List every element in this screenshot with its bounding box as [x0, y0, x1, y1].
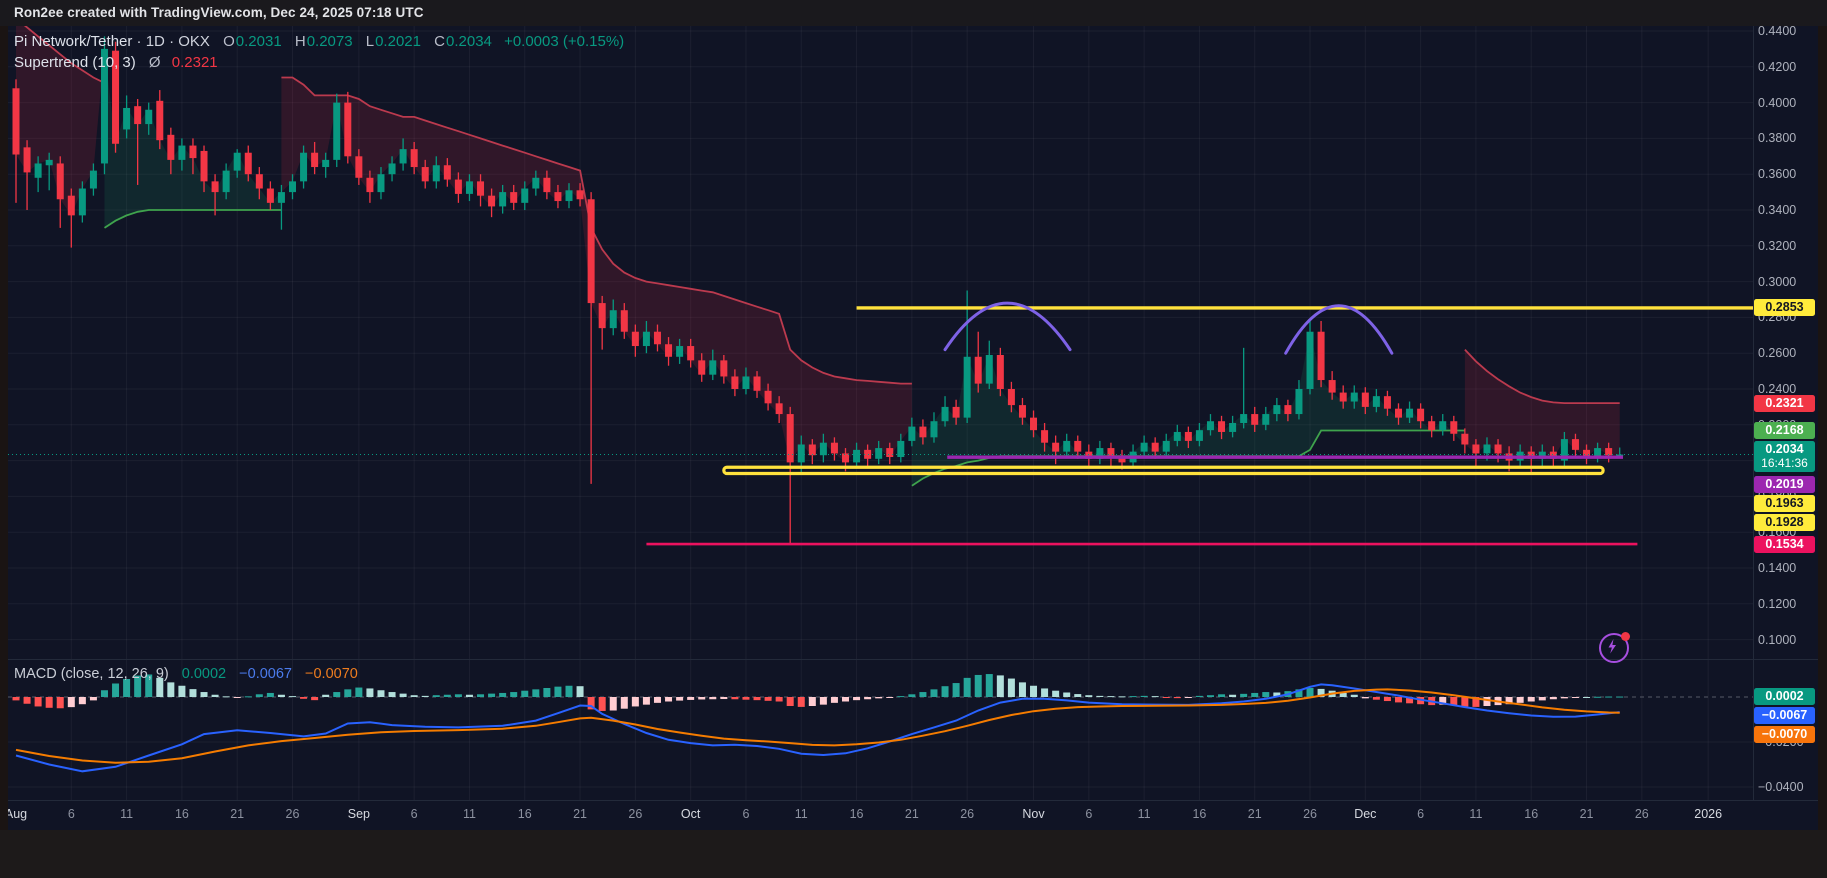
- macd-signal-line: [15, 688, 1620, 764]
- price-badge-00070: −0.0070: [1754, 726, 1815, 744]
- macd-histogram: [12, 674, 1624, 711]
- price-badge-01534: 0.1534: [1754, 535, 1815, 553]
- low-value: 0.2021: [375, 33, 421, 50]
- countdown-timer: 16:41:36: [1761, 456, 1808, 471]
- right-frame: [1818, 26, 1827, 830]
- snapshot-header-bar: Ron2ee created with TradingView.com, Dec…: [0, 0, 1827, 26]
- main-price-pane[interactable]: [0, 26, 1753, 659]
- supertrend-legend-row[interactable]: Supertrend (10, 3) Ø 0.2321: [14, 52, 624, 73]
- price-badge-01963: 0.1963: [1754, 495, 1815, 513]
- supertrend-down-line: [23, 26, 105, 84]
- open-value: 0.2031: [235, 33, 282, 50]
- supertrend-up-line: [104, 209, 282, 229]
- chart-legend: Pi Network/Tether · 1D · OKX O0.2031 H0.…: [14, 31, 624, 73]
- candlestick-series: [12, 36, 1624, 543]
- macd-indicator-pane[interactable]: [0, 659, 1753, 800]
- close-value: 0.2034: [446, 33, 492, 50]
- lightning-icon: [1608, 639, 1616, 654]
- macd-legend-row[interactable]: MACD (close, 12, 26, 9) 0.0002 −0.0067 −…: [14, 666, 367, 682]
- high-label: H: [294, 33, 306, 50]
- price-badge-02168: 0.2168: [1754, 422, 1815, 440]
- exchange-label: OKX: [178, 33, 210, 50]
- supertrend-value: 0.2321: [171, 54, 218, 71]
- left-frame: [0, 26, 8, 830]
- price-badge-02019: 0.2019: [1754, 476, 1815, 494]
- support-rectangle: [722, 465, 1605, 476]
- time-axis-separator: [8, 800, 1818, 801]
- open-label: O: [223, 33, 235, 50]
- interval-label: 1D: [145, 33, 165, 50]
- price-badge-02034: 0.2034 16:41:36: [1754, 441, 1815, 473]
- change-value: +0.0003 (+0.15%): [504, 33, 625, 50]
- symbol-name: Pi Network/Tether: [14, 33, 133, 50]
- snapshot-attribution-text: Ron2ee created with TradingView.com, Dec…: [14, 5, 424, 20]
- price-badge-00067: −0.0067: [1754, 707, 1815, 725]
- symbol-legend-row[interactable]: Pi Network/Tether · 1D · OKX O0.2031 H0.…: [14, 33, 625, 50]
- price-badge-01928: 0.1928: [1754, 514, 1815, 532]
- supertrend-name: Supertrend (10, 3): [14, 54, 136, 71]
- price-badge-02853: 0.2853: [1754, 299, 1815, 317]
- top-arc-1: [943, 301, 1072, 352]
- macd-line-value: −0.0067: [239, 666, 292, 682]
- price-badge-02321: 0.2321: [1754, 394, 1815, 412]
- supertrend-down-line: [1464, 348, 1620, 404]
- high-value: 0.2073: [306, 33, 353, 50]
- supertrend-source-icon: Ø: [148, 54, 161, 71]
- price-scale-separator: [1753, 26, 1754, 800]
- low-label: L: [365, 33, 375, 50]
- macd-line: [15, 683, 1620, 773]
- flash-ideas-button[interactable]: [1599, 632, 1630, 663]
- notification-dot: [1621, 632, 1630, 641]
- price-badge-00002: 0.0002: [1754, 688, 1815, 706]
- supertrend-fills: [16, 26, 1620, 486]
- close-label: C: [434, 33, 445, 50]
- macd-name: MACD (close, 12, 26, 9): [14, 666, 169, 682]
- top-arc-2: [1284, 304, 1394, 355]
- user-drawings: [8, 301, 1753, 546]
- macd-histogram-value: 0.0002: [181, 666, 227, 682]
- pane-separator[interactable]: [8, 659, 1818, 660]
- supertrend-down-line: [281, 76, 912, 385]
- footer-bar: TradingView: [0, 830, 1827, 878]
- macd-signal-value: −0.0070: [305, 666, 358, 682]
